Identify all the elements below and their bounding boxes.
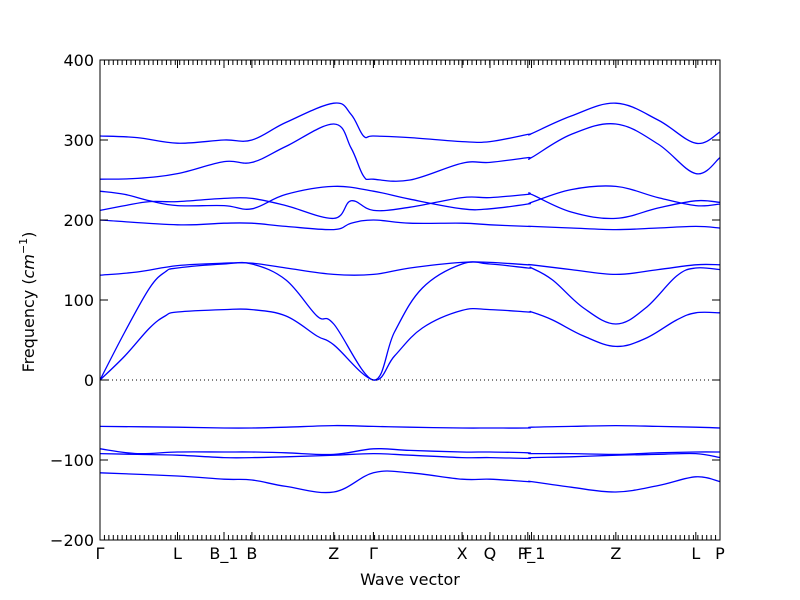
band-line-10 xyxy=(99,185,721,211)
band-line-8 xyxy=(99,219,721,231)
band-lines xyxy=(99,102,721,494)
x-tick-label: B xyxy=(246,544,257,563)
band-line-12 xyxy=(99,102,721,145)
x-tick-label: X xyxy=(457,544,468,563)
x-tick-label: Z xyxy=(328,544,339,563)
y-tick-label: 0 xyxy=(84,371,94,390)
band-line-4 xyxy=(99,424,721,429)
plot-frame xyxy=(99,59,721,541)
x-tick-label: Q xyxy=(484,544,497,563)
x-tick-label: Z xyxy=(610,544,621,563)
y-tick-label: −200 xyxy=(50,531,94,550)
x-tick-label: L xyxy=(691,544,700,563)
x-tick-label: P_1 xyxy=(518,544,546,564)
band-line-2 xyxy=(99,452,721,460)
y-tick-label: 400 xyxy=(63,51,94,70)
band-line-3 xyxy=(99,447,721,456)
band-line-6 xyxy=(99,261,721,381)
y-axis-ticks: −200 −100 0 100 200 300 400 xyxy=(50,51,720,550)
y-tick-label: −100 xyxy=(50,451,94,470)
x-axis-label: Wave vector xyxy=(360,570,460,589)
band-line-11 xyxy=(99,123,721,182)
x-tick-label: P xyxy=(715,544,725,563)
y-tick-label: 200 xyxy=(63,211,94,230)
y-axis-label: Frequency (cm−1) xyxy=(17,232,38,373)
x-tick-label: Γ xyxy=(96,544,105,563)
x-tick-label: Γ xyxy=(369,544,378,563)
y-tick-label: 300 xyxy=(63,131,94,150)
band-line-1 xyxy=(99,470,721,494)
band-line-5 xyxy=(99,307,721,381)
x-axis-ticks: Γ L B_1 B Z Γ X Q FP_1 Z L P xyxy=(96,60,725,564)
band-line-9 xyxy=(99,192,721,220)
x-tick-label: L xyxy=(173,544,182,563)
x-tick-label: F xyxy=(523,544,532,563)
x-tick-label: B_1 xyxy=(209,544,238,564)
y-tick-label: 100 xyxy=(63,291,94,310)
band-line-7 xyxy=(99,261,721,276)
